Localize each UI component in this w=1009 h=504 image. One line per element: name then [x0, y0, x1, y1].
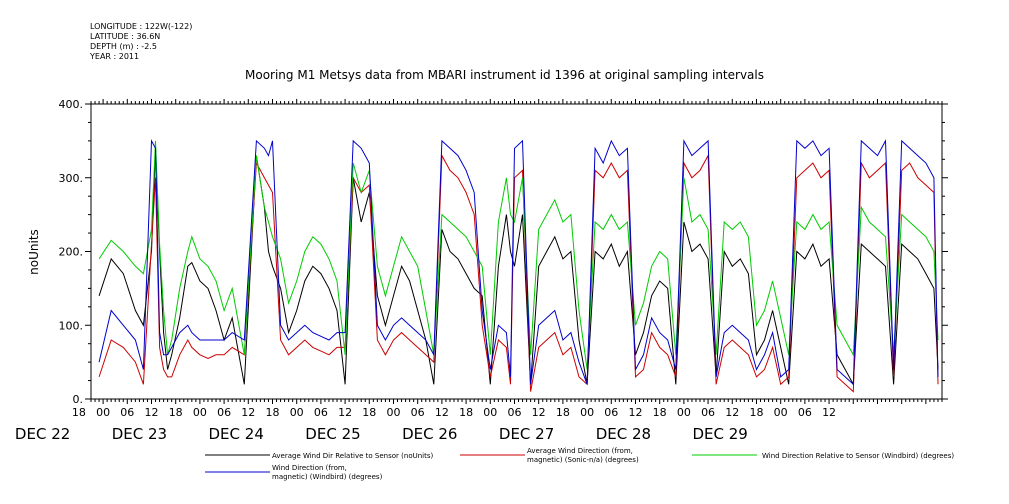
- x-date-label: DEC 22: [15, 425, 70, 443]
- x-tick-label: 06: [604, 406, 618, 419]
- meta-latitude: LATITUDE : 36.6N: [90, 32, 161, 41]
- x-tick-label: 06: [120, 406, 134, 419]
- x-tick-label: 18: [265, 406, 279, 419]
- x-tick-label: 18: [362, 406, 376, 419]
- x-tick-label: 00: [483, 406, 497, 419]
- y-tick-label: 300.: [59, 172, 84, 185]
- x-date-label: DEC 27: [499, 425, 554, 443]
- x-tick-label: 00: [193, 406, 207, 419]
- y-tick-label: 100.: [59, 319, 84, 332]
- series-line-4: [98, 139, 939, 386]
- series-line-2: [98, 153, 939, 393]
- legend-label-2: magnetic) (Sonic-n/a) (degrees): [527, 456, 639, 464]
- x-tick-label: 00: [386, 406, 400, 419]
- series-line-3: [98, 140, 939, 370]
- x-date-label: DEC 26: [402, 425, 457, 443]
- y-axis-label: noUnits: [27, 229, 41, 275]
- legend-label-2: Average Wind Direction (from,: [527, 447, 633, 455]
- y-tick-label: 200.: [59, 246, 84, 259]
- x-date-label: DEC 24: [209, 425, 264, 443]
- y-tick-label: 400.: [59, 98, 84, 111]
- meta-longitude: LONGITUDE : 122W(-122): [90, 22, 193, 31]
- x-tick-label: 18: [556, 406, 570, 419]
- x-tick-label: 06: [507, 406, 521, 419]
- x-tick-label: 12: [435, 406, 449, 419]
- x-tick-label: 18: [169, 406, 183, 419]
- x-tick-label: 12: [532, 406, 546, 419]
- meta-depth: DEPTH (m) : -2.5: [90, 42, 157, 51]
- x-tick-label: 18: [653, 406, 667, 419]
- x-tick-label: 18: [459, 406, 473, 419]
- x-date-label: DEC 29: [692, 425, 747, 443]
- x-tick-label: 00: [677, 406, 691, 419]
- x-tick-label: 06: [411, 406, 425, 419]
- legend-label-3: Wind Direction Relative to Sensor (Windb…: [762, 452, 954, 460]
- x-tick-label: 12: [822, 406, 836, 419]
- x-tick-label: 06: [798, 406, 812, 419]
- x-tick-label: 18: [749, 406, 763, 419]
- x-tick-label: 06: [701, 406, 715, 419]
- x-tick-label: 00: [774, 406, 788, 419]
- x-tick-label: 06: [217, 406, 231, 419]
- series-line-1: [98, 148, 939, 387]
- x-tick-label: 00: [96, 406, 110, 419]
- x-tick-label: 12: [144, 406, 158, 419]
- x-tick-label: 12: [725, 406, 739, 419]
- legend-label-4: Wind Direction (from,: [272, 464, 347, 472]
- x-date-label: DEC 28: [596, 425, 651, 443]
- x-tick-label: 12: [338, 406, 352, 419]
- legend-label-1: Average Wind Dir Relative to Sensor (noU…: [272, 452, 433, 460]
- chart-title: Mooring M1 Metsys data from MBARI instru…: [245, 68, 764, 82]
- x-tick-label: 00: [580, 406, 594, 419]
- x-date-label: DEC 23: [112, 425, 167, 443]
- x-tick-label: 00: [290, 406, 304, 419]
- meta-year: YEAR : 2011: [90, 52, 140, 61]
- legend-label-4: magnetic) (Windbird) (degrees): [272, 473, 383, 481]
- x-tick-label: 12: [241, 406, 255, 419]
- x-date-label: DEC 25: [305, 425, 360, 443]
- x-tick-label: 06: [314, 406, 328, 419]
- y-tick-label: 0.: [73, 393, 84, 406]
- x-tick-label: 12: [628, 406, 642, 419]
- x-tick-label: 18: [72, 406, 86, 419]
- metadata-block: LONGITUDE : 122W(-122) LATITUDE : 36.6N …: [90, 22, 192, 62]
